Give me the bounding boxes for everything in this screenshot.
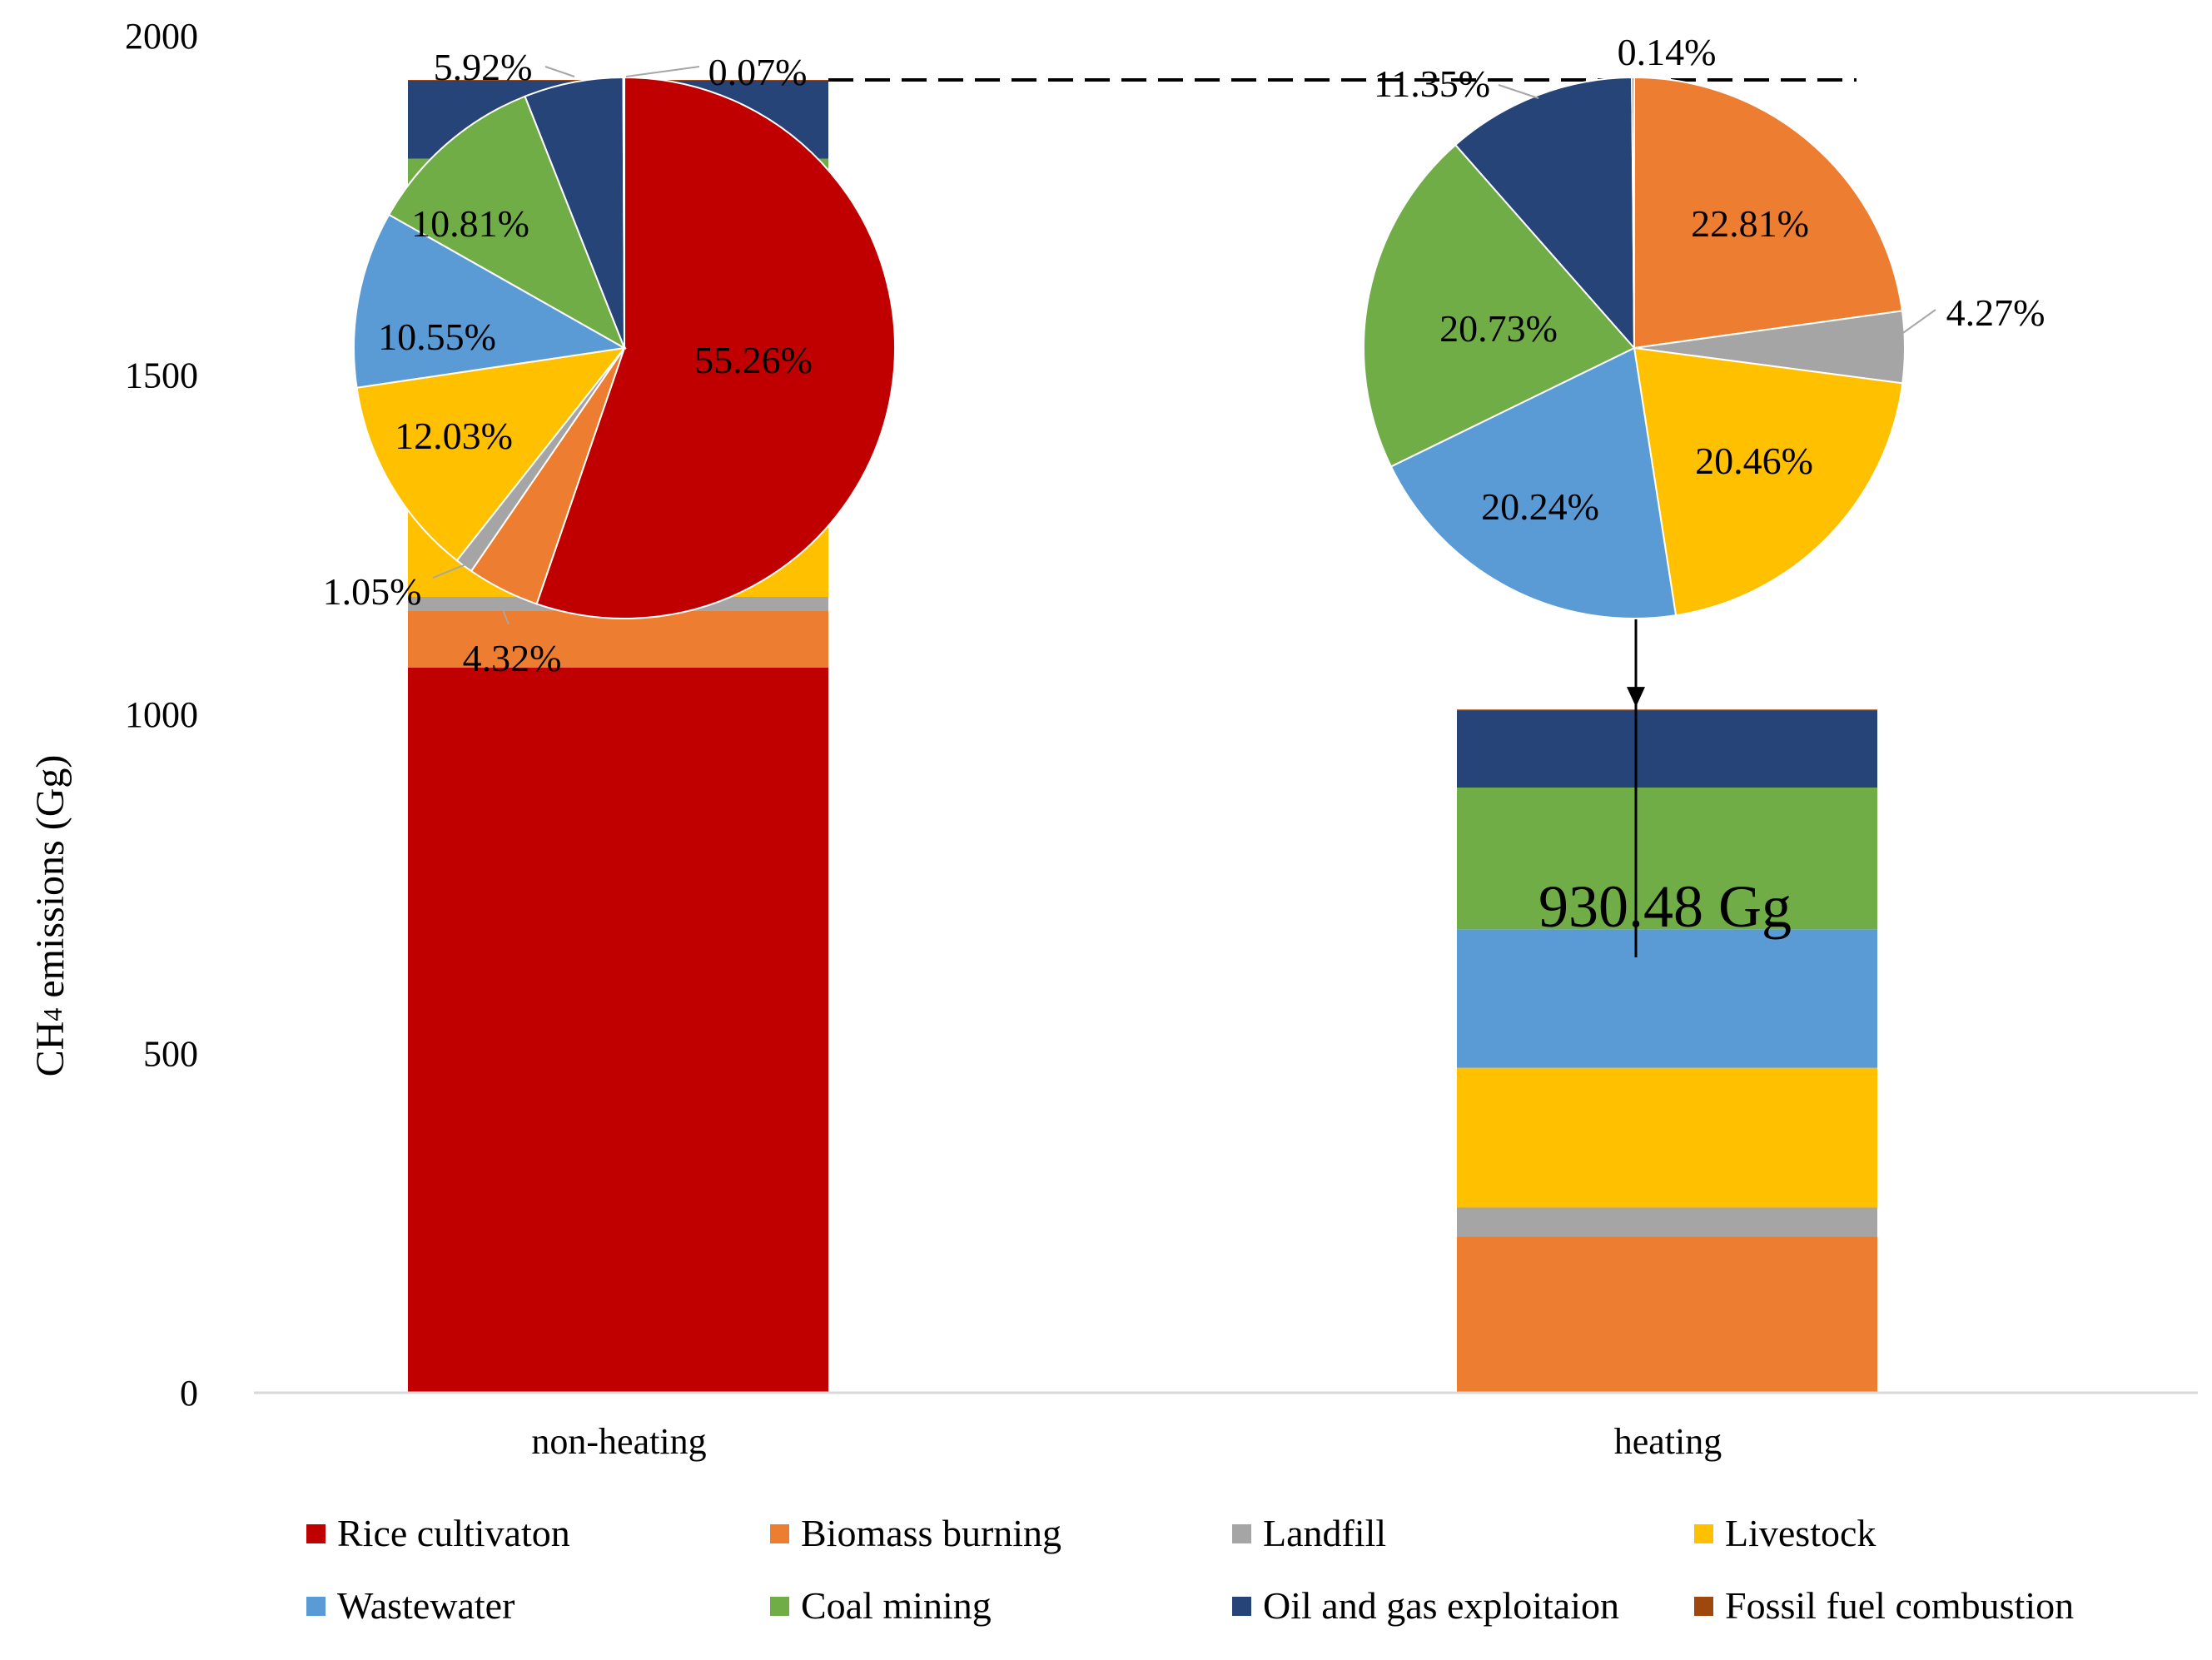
y-tick-label: 1500 xyxy=(125,355,198,396)
pie-slice-label: 22.81% xyxy=(1691,202,1809,245)
pie-slice-oilgas xyxy=(524,76,625,349)
bar-segment-wastewater-heating xyxy=(1457,929,1877,1068)
pie-slice-label: 10.55% xyxy=(378,316,496,358)
legend-swatch-landfill xyxy=(1232,1524,1251,1543)
pie-slice-label: 20.24% xyxy=(1481,485,1599,528)
pie-slice-fossil xyxy=(1631,76,1635,349)
pie-slice-label: 10.81% xyxy=(411,202,529,245)
pie-slice-label: 4.27% xyxy=(1946,291,2045,334)
pie-slice-label: 5.92% xyxy=(434,46,533,88)
legend-swatch-livestock xyxy=(1694,1524,1713,1543)
pie-leader-line xyxy=(1900,309,1936,335)
legend-label-fossil: Fossil fuel combustion xyxy=(1725,1584,2074,1627)
legend-swatch-biomass xyxy=(770,1524,789,1543)
y-axis-label: CH4 emissions (Gg) xyxy=(28,755,72,1077)
pie-non-heating: 55.26% 4.32% 1.05% 12.03% 10.55% 10.81% 5.92% 0… xyxy=(323,46,896,679)
pie-slice-coal xyxy=(387,95,626,350)
legend-label-coal: Coal mining xyxy=(801,1584,992,1627)
y-axis-label-rest: emissions (Gg) xyxy=(28,755,72,1008)
legend-swatch-coal xyxy=(770,1597,789,1616)
pie-slice-rice xyxy=(535,76,896,619)
legend-swatch-rice xyxy=(306,1524,326,1543)
pie-slice-wastewater xyxy=(353,213,628,389)
pie-slice-label: 4.32% xyxy=(463,637,562,679)
y-axis-label-sub: 4 xyxy=(37,1008,67,1021)
pie-slice-livestock xyxy=(1633,346,1904,617)
gap-annotation-label: 930.48 Gg xyxy=(1538,873,1792,940)
bar-segment-coal-heating xyxy=(1457,788,1877,930)
legend-label-landfill: Landfill xyxy=(1263,1512,1386,1554)
legend-label-livestock: Livestock xyxy=(1725,1512,1876,1554)
pie-leader-line xyxy=(501,607,510,625)
bar-segment-fossil-heating xyxy=(1457,709,1877,711)
pie-slice-label: 12.03% xyxy=(395,415,513,457)
y-tick-label: 0 xyxy=(180,1373,198,1414)
bar-segment-oilgas-heating xyxy=(1457,710,1877,788)
bar-segment-rice-non-heating xyxy=(408,667,828,1393)
legend-swatch-oilgas xyxy=(1232,1597,1251,1616)
x-category-label: non-heating xyxy=(531,1421,706,1462)
pie-slice-wastewater xyxy=(1389,346,1678,619)
y-tick-label: 500 xyxy=(143,1034,198,1075)
bar-segment-biomass-non-heating xyxy=(408,610,828,668)
pie-slice-oilgas xyxy=(1454,77,1636,350)
y-axis-label-main: CH xyxy=(28,1021,72,1077)
axes: 05001000150020002500non-heatingheatingCH… xyxy=(28,16,2198,1462)
legend-label-biomass: Biomass burning xyxy=(801,1512,1061,1554)
pie-leader-line xyxy=(432,561,473,579)
bar-segment-biomass-heating xyxy=(1457,1236,1877,1393)
y-tick-label: 1000 xyxy=(125,694,198,735)
pie-slice-label: 0.14% xyxy=(1618,31,1717,73)
bar-segment-livestock-heating xyxy=(1457,1067,1877,1208)
x-category-label: heating xyxy=(1614,1421,1722,1462)
pie-slice-label: 1.05% xyxy=(323,570,422,613)
legend-label-oilgas: Oil and gas exploitaion xyxy=(1263,1584,1619,1627)
legend-swatch-wastewater xyxy=(306,1597,326,1616)
bar-segment-landfill-heating xyxy=(1457,1207,1877,1237)
pie-leader-line xyxy=(625,66,700,77)
pie-slice-livestock xyxy=(355,346,627,562)
arrow-down-head xyxy=(1627,687,1645,708)
legend-label-wastewater: Wastewater xyxy=(337,1584,514,1627)
pie-slice-label: 11.35% xyxy=(1374,62,1490,105)
legend: Rice cultivaton Biomass burning Landfill Li… xyxy=(306,1512,2074,1627)
pie-slice-label: 55.26% xyxy=(694,339,813,381)
pie-leader-line xyxy=(544,66,575,77)
pie-heating: 22.81% 4.27% 20.46% 20.24% 20.73% 11.35% 0.14% xyxy=(1363,31,2045,619)
legend-swatch-fossil xyxy=(1694,1597,1713,1616)
pie-slice-biomass xyxy=(1633,76,1904,350)
pie-slice-label: 20.73% xyxy=(1439,307,1558,350)
pie-slice-label: 20.46% xyxy=(1695,440,1813,482)
pie-slice-coal xyxy=(1363,143,1636,468)
y-tick-label: 2000 xyxy=(125,16,198,57)
pie-leader-line xyxy=(1498,84,1539,99)
pie-slice-label: 0.07% xyxy=(708,51,808,93)
legend-label-rice: Rice cultivaton xyxy=(337,1512,570,1554)
